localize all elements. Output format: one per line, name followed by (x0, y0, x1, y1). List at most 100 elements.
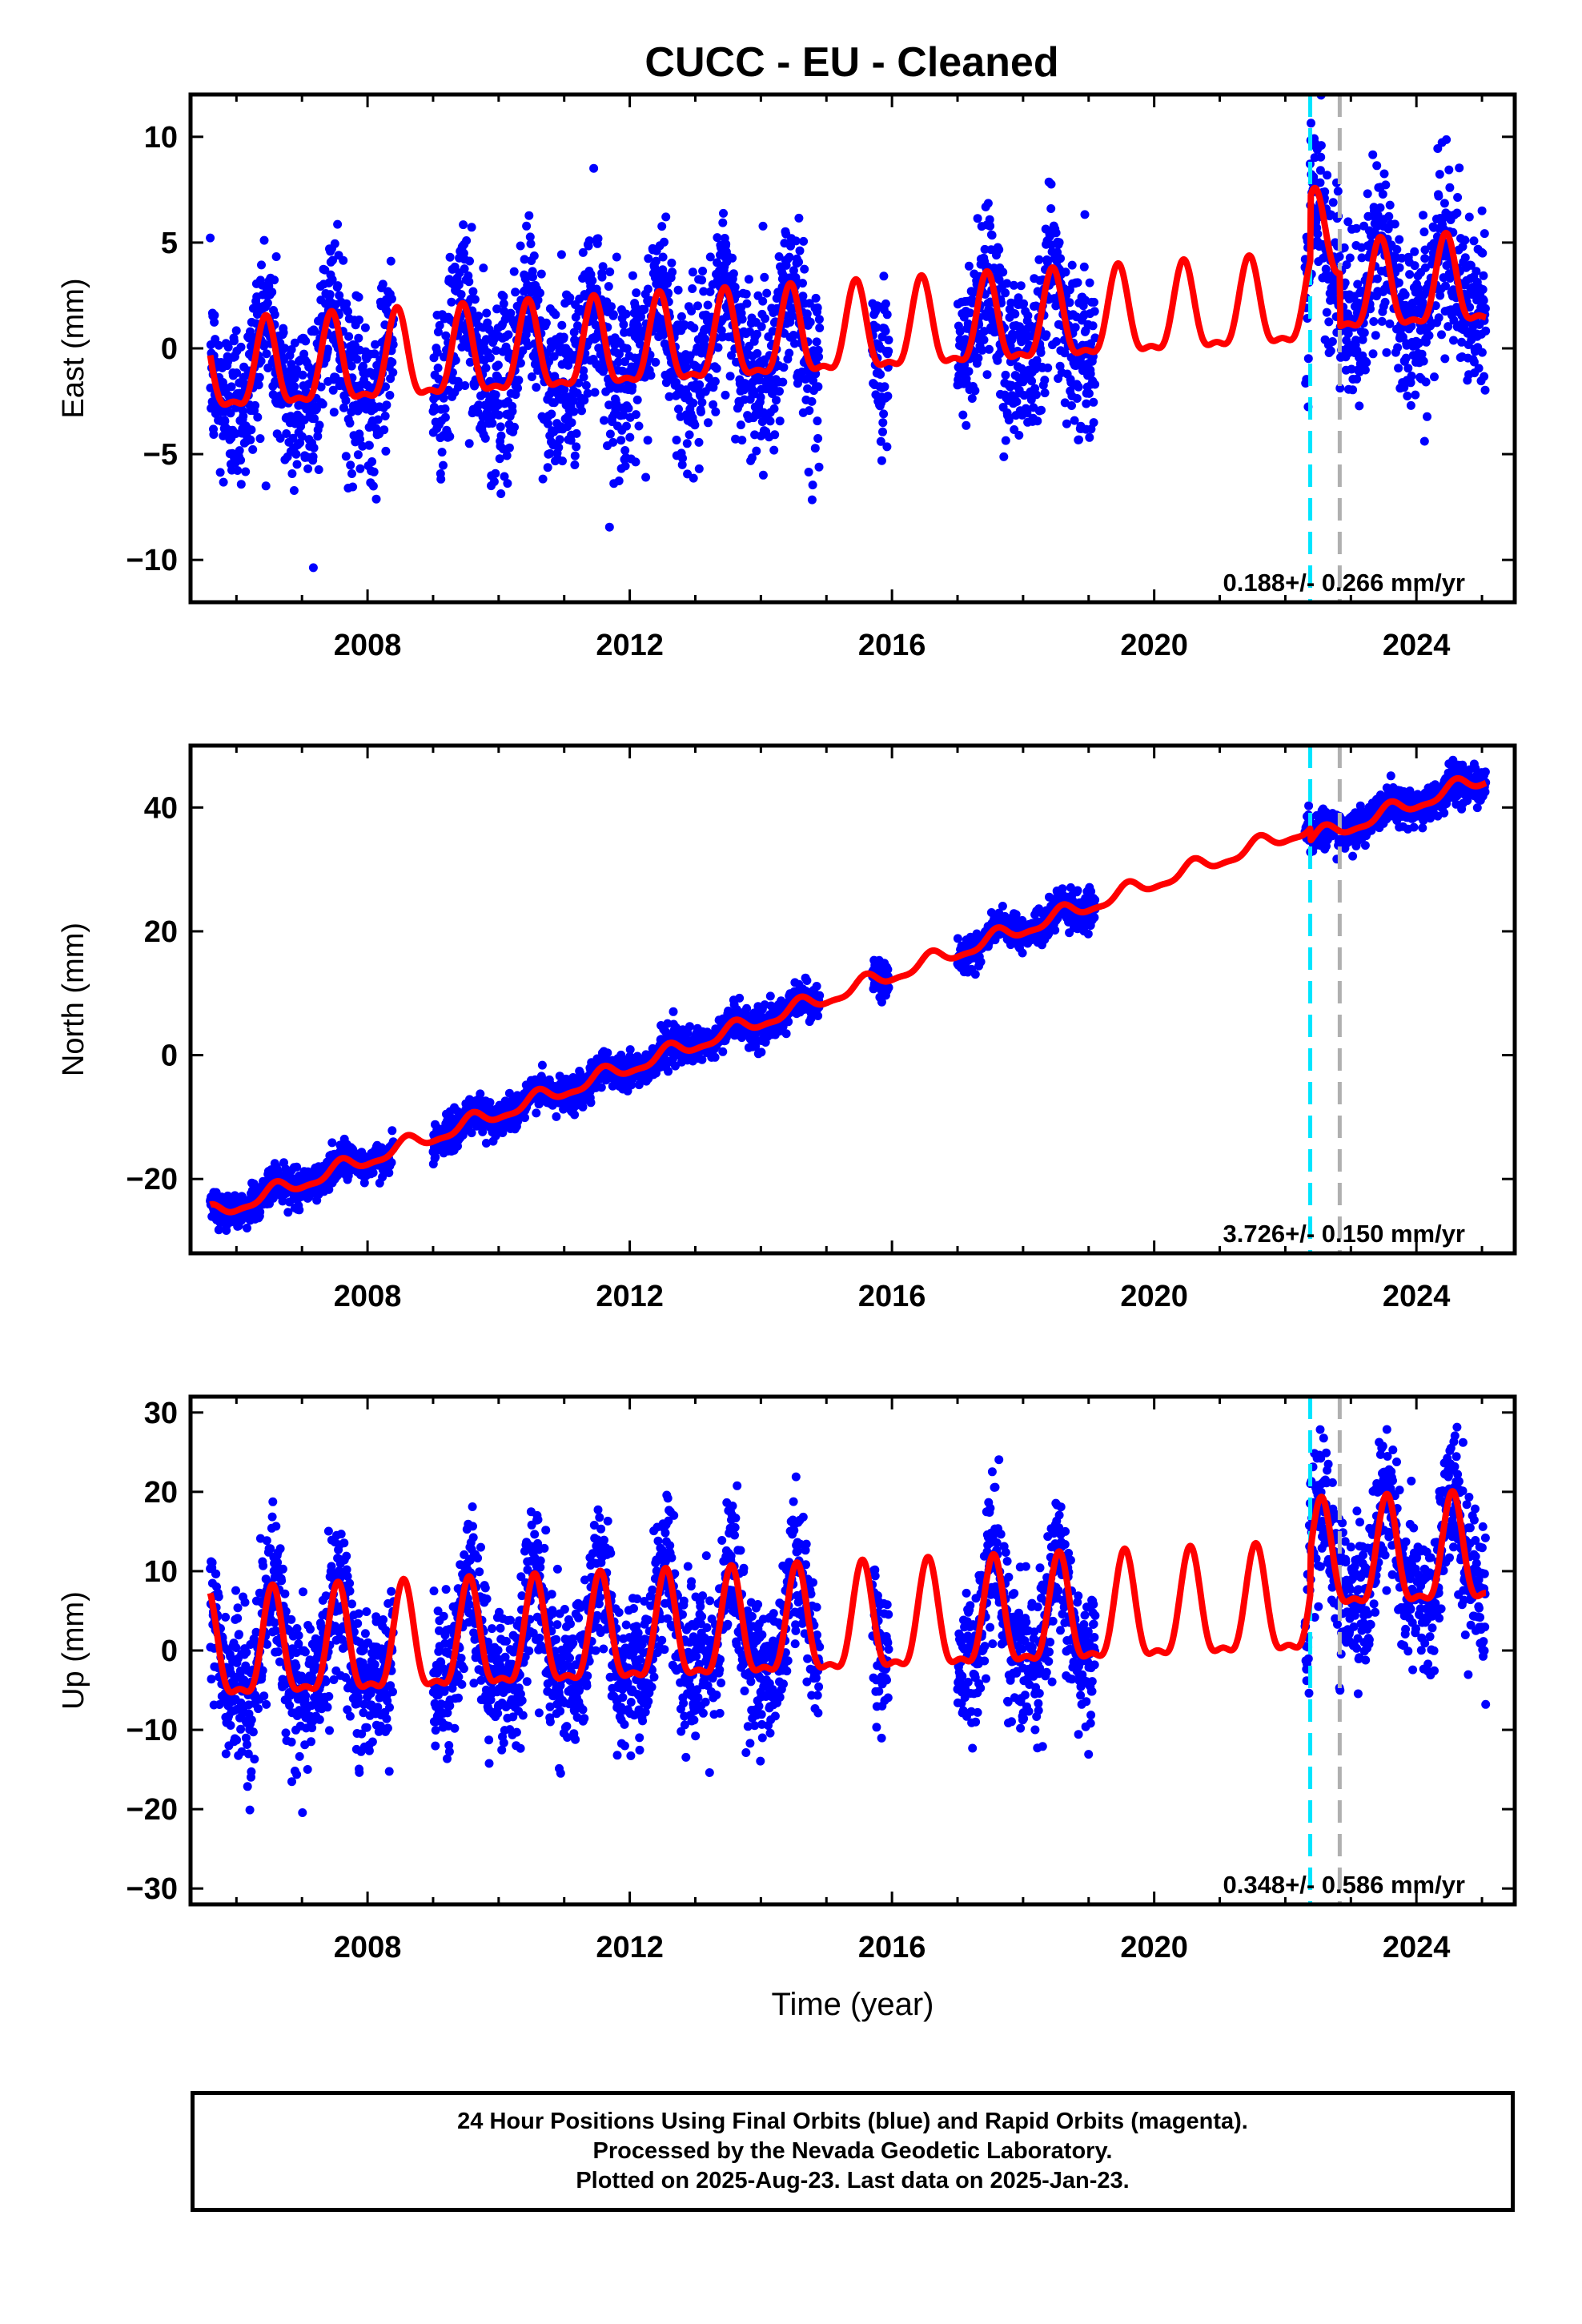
east-data-point (701, 334, 709, 344)
east-data-point (769, 404, 779, 413)
east-data-point (1369, 317, 1379, 326)
east-data-point (631, 457, 640, 467)
east-data-point (253, 412, 263, 422)
east-data-point (481, 335, 491, 344)
east-data-point (614, 357, 623, 367)
east-data-point (1090, 380, 1100, 389)
east-data-point (688, 267, 697, 277)
east-data-point (643, 284, 652, 294)
east-data-point (1378, 190, 1387, 199)
east-data-point (437, 448, 447, 457)
east-data-point (236, 342, 246, 352)
east-data-point (1351, 223, 1361, 233)
east-data-point (697, 275, 707, 285)
east-data-point (339, 403, 348, 412)
east-data-point (345, 418, 355, 428)
east-data-point (785, 252, 794, 262)
east-data-point (1394, 364, 1403, 373)
east-data-point (814, 462, 824, 472)
east-data-point (502, 451, 512, 460)
east-data-point (279, 328, 288, 337)
east-data-point (604, 522, 614, 532)
east-data-point (641, 472, 651, 482)
north-data-point (532, 1108, 541, 1118)
east-data-point (256, 356, 266, 366)
east-data-point (973, 214, 982, 223)
east-data-point (736, 420, 745, 430)
east-data-point (1380, 297, 1390, 307)
east-data-point (797, 367, 807, 376)
east-model-curve (207, 184, 1489, 408)
east-data-point (541, 318, 551, 328)
east-data-point (1419, 356, 1428, 366)
east-plot-area (206, 94, 1491, 602)
east-data-point (646, 371, 656, 380)
north-data-point (327, 1138, 337, 1148)
east-data-point (1363, 189, 1372, 199)
east-data-point (581, 380, 591, 390)
east-data-point (514, 376, 524, 385)
east-data-point (289, 486, 299, 495)
east-data-point (1430, 372, 1439, 382)
east-data-point (482, 308, 492, 318)
east-data-point (499, 292, 508, 301)
east-data-point (812, 337, 821, 347)
east-data-point (703, 300, 713, 310)
east-data-point (323, 344, 332, 354)
east-data-point (209, 430, 219, 439)
east-data-point (974, 353, 983, 363)
east-data-point (316, 382, 326, 392)
east-data-point (709, 400, 718, 409)
east-data-point (749, 389, 759, 399)
east-xtick-label: 2020 (1120, 629, 1188, 662)
east-data-point (1419, 211, 1427, 220)
north-data-point (742, 1003, 752, 1013)
east-data-point (477, 421, 487, 431)
east-data-point (672, 436, 681, 444)
east-data-point (615, 349, 624, 359)
east-data-point (882, 310, 892, 320)
east-data-point (1424, 331, 1434, 340)
east-data-point (699, 287, 709, 296)
east-data-point (1335, 252, 1344, 261)
east-data-point (1460, 235, 1470, 245)
east-data-point (958, 410, 968, 420)
east-data-point (1449, 336, 1458, 345)
east-data-point (605, 267, 615, 276)
east-data-point (1061, 267, 1070, 277)
east-data-point (1031, 390, 1041, 400)
east-data-point (522, 221, 532, 231)
east-data-point (1084, 388, 1094, 398)
east-data-point (214, 340, 223, 350)
east-data-point (435, 320, 444, 330)
east-data-point (805, 406, 814, 416)
east-data-point (1407, 372, 1416, 380)
east-data-point (635, 340, 644, 349)
east-data-point (791, 236, 801, 246)
east-data-point (811, 293, 821, 303)
east-data-point (223, 343, 233, 352)
east-data-point (979, 335, 989, 344)
east-data-point (231, 326, 241, 336)
east-data-point (355, 435, 365, 444)
east-data-point (765, 416, 775, 426)
east-data-point (798, 292, 808, 301)
east-xtick-label: 2008 (334, 629, 402, 662)
east-data-point (1067, 260, 1077, 270)
east-data-point (725, 372, 735, 381)
east-data-point (742, 299, 752, 308)
east-data-point (355, 316, 363, 324)
north-data-point (596, 1083, 606, 1092)
east-data-point (965, 308, 974, 318)
east-ytick-label: −10 (126, 544, 178, 577)
east-data-point (388, 340, 398, 349)
east-data-point (1437, 330, 1446, 340)
east-data-point (1080, 210, 1090, 219)
north-data-point (570, 1110, 580, 1120)
north-data-point (718, 1047, 728, 1056)
east-data-point (257, 260, 266, 270)
east-data-point (246, 327, 255, 336)
east-data-point (239, 412, 248, 421)
east-data-point (605, 429, 615, 439)
east-data-point (368, 481, 378, 491)
